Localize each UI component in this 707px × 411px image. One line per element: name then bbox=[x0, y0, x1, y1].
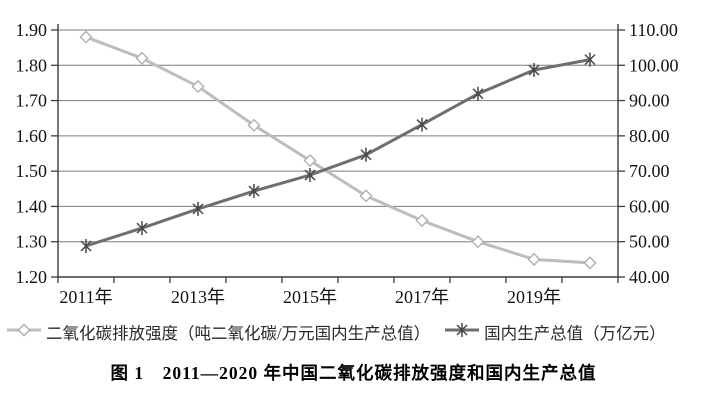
line-chart-canvas: 1.90 110.00 1.80 100.00 1.70 90.00 1.60 80.00 1.… bbox=[16, 20, 679, 307]
asterisk-marker bbox=[248, 184, 260, 199]
left-axis-label: 1.50 bbox=[16, 161, 48, 181]
x-axis-label: 2011年 bbox=[59, 287, 112, 307]
right-axis-label: 50.00 bbox=[629, 232, 670, 252]
asterisk-marker bbox=[360, 147, 372, 162]
legend-item-co2-intensity: 二氧化碳排放强度（吨二氧化碳/万元国内生产总值） bbox=[6, 320, 430, 344]
diamond-marker bbox=[135, 51, 149, 65]
right-axis-label: 90.00 bbox=[629, 91, 670, 111]
right-axis-label: 40.00 bbox=[629, 267, 670, 287]
asterisk-line-legend-icon bbox=[444, 321, 480, 344]
asterisk-marker bbox=[304, 168, 316, 183]
legend-label-gdp: 国内生产总值（万亿元） bbox=[484, 324, 666, 343]
left-axis-label: 1.60 bbox=[16, 126, 48, 146]
asterisk-marker bbox=[472, 86, 484, 101]
right-axis-label: 70.00 bbox=[629, 161, 670, 181]
left-axis-label: 1.30 bbox=[16, 232, 48, 252]
right-axis-label: 110.00 bbox=[629, 20, 678, 40]
right-axis-label: 60.00 bbox=[629, 196, 670, 216]
diamond-marker bbox=[471, 235, 485, 249]
asterisk-marker bbox=[136, 221, 148, 236]
diamond-marker bbox=[527, 252, 541, 266]
right-axis-label: 100.00 bbox=[629, 55, 679, 75]
x-axis-label: 2015年 bbox=[283, 287, 337, 307]
left-axis-label: 1.20 bbox=[16, 267, 48, 287]
diamond-marker bbox=[359, 189, 373, 203]
diamond-marker bbox=[303, 153, 317, 168]
asterisk-marker bbox=[528, 63, 540, 78]
legend-key-graphic bbox=[7, 322, 41, 337]
diamond-marker bbox=[583, 256, 597, 270]
figure-caption: 图 1 2011—2020 年中国二氧化碳排放强度和国内生产总值 bbox=[110, 363, 597, 383]
diamond-line-legend-icon bbox=[6, 321, 42, 344]
asterisk-marker bbox=[584, 52, 596, 67]
diamond-marker bbox=[415, 213, 429, 228]
asterisk-marker bbox=[192, 201, 204, 216]
left-axis-label: 1.90 bbox=[16, 20, 48, 40]
diamond-marker bbox=[79, 30, 93, 44]
left-axis-label: 1.70 bbox=[16, 91, 48, 111]
asterisk-marker bbox=[416, 117, 428, 132]
legend-item-gdp: 国内生产总值（万亿元） bbox=[444, 320, 666, 344]
x-axis-label: 2013年 bbox=[171, 287, 225, 307]
series-line bbox=[84, 58, 592, 248]
legend-key-graphic bbox=[445, 322, 480, 337]
diamond-marker bbox=[247, 118, 261, 132]
left-axis-label: 1.80 bbox=[16, 55, 48, 75]
legend-label-co2-intensity: 二氧化碳排放强度（吨二氧化碳/万元国内生产总值） bbox=[46, 324, 431, 343]
asterisk-marker bbox=[80, 238, 92, 253]
left-axis-label: 1.40 bbox=[16, 196, 48, 216]
diamond-marker bbox=[191, 79, 205, 94]
x-axis-label: 2017年 bbox=[395, 287, 449, 307]
diamond-marker bbox=[17, 322, 31, 337]
asterisk-marker bbox=[456, 322, 468, 337]
right-axis-label: 80.00 bbox=[629, 126, 670, 146]
series-line bbox=[84, 35, 592, 265]
chart-legend: 二氧化碳排放强度（吨二氧化碳/万元国内生产总值） 国内生产总值（万亿元） bbox=[6, 320, 707, 344]
x-axis-label: 2019年 bbox=[507, 287, 561, 307]
